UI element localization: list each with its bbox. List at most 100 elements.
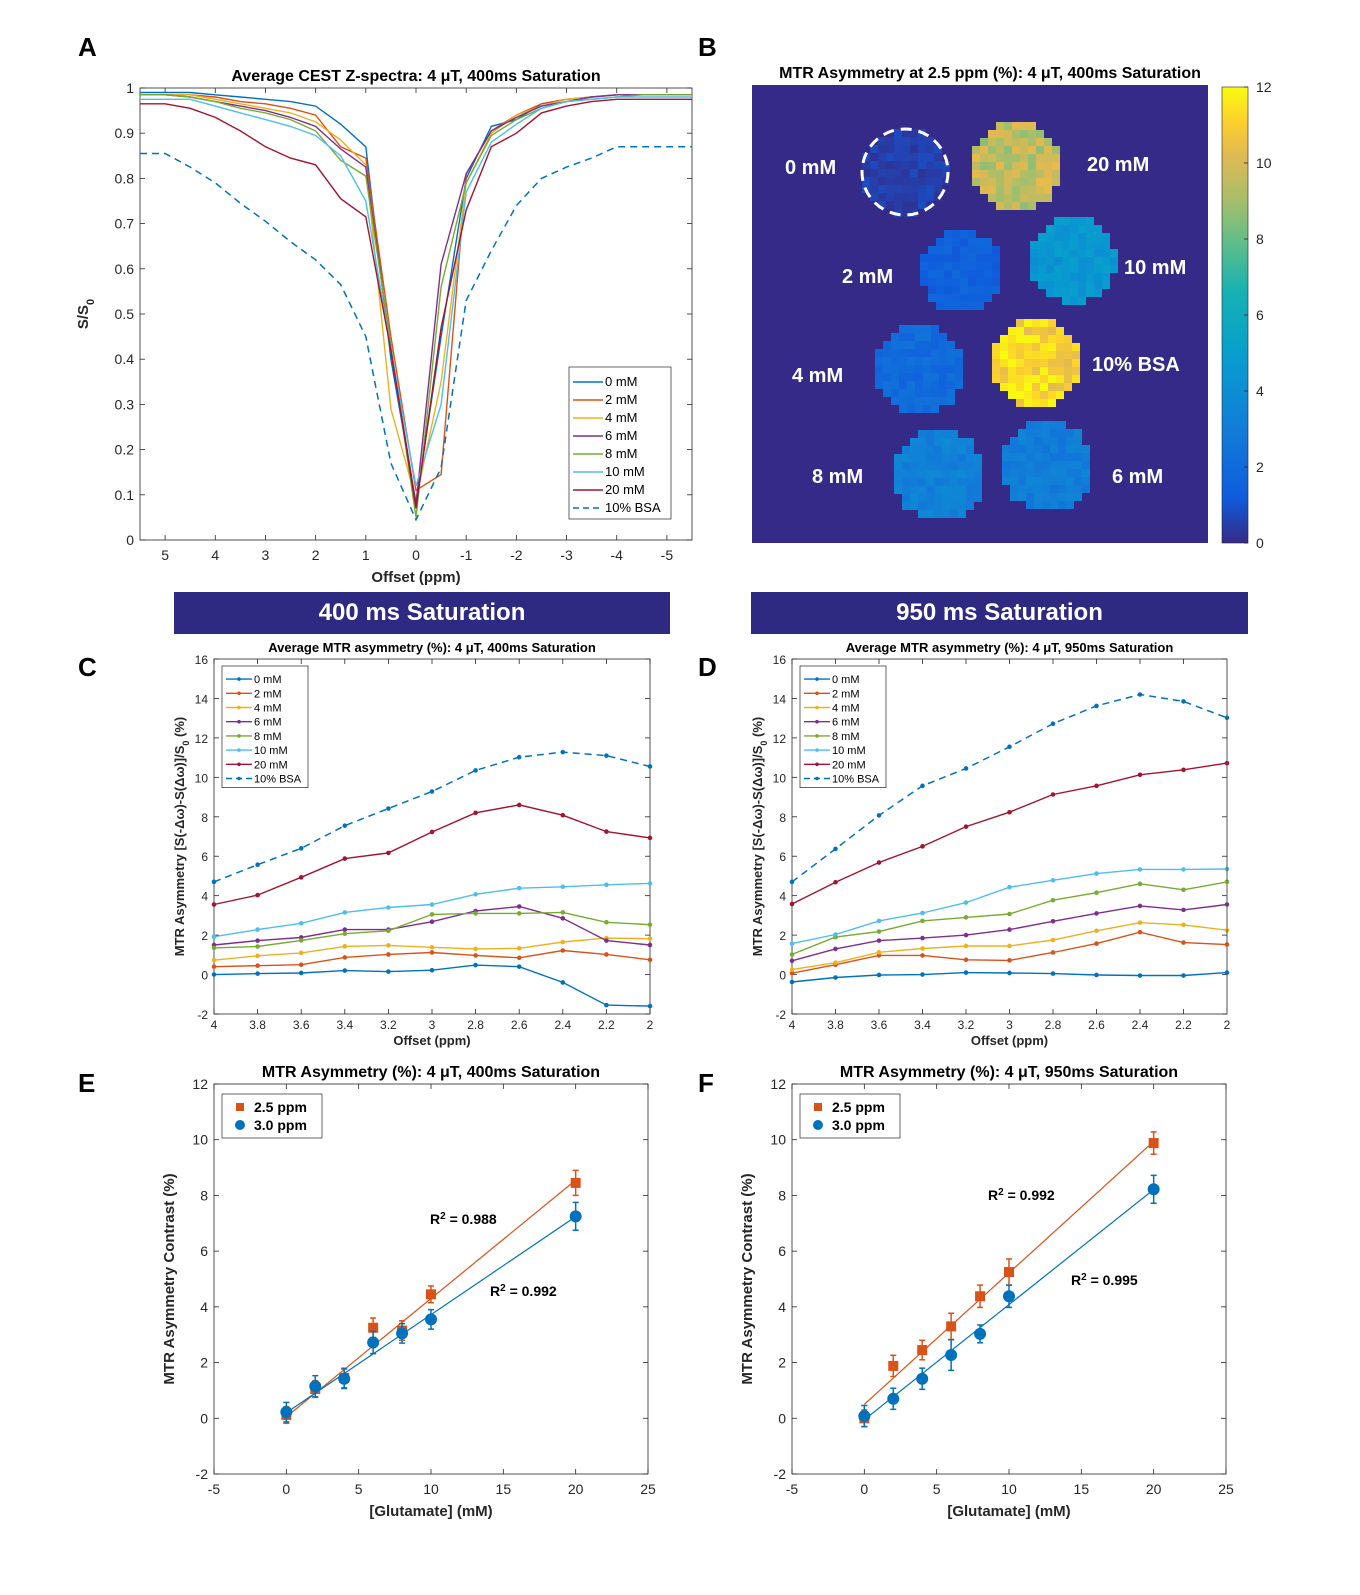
data-point-10pct-bsa [560,749,566,755]
panel-letter-e: E [78,1068,95,1098]
vial-pixel [1016,327,1024,335]
vial-pixel [1066,485,1074,493]
vial-pixel [902,153,910,161]
legend-item-3-0-ppm: 3.0 ppm [235,1117,307,1133]
vial-pixel [1058,445,1066,453]
data-point-10pct-bsa [1137,692,1143,697]
vial-pixel [1078,257,1086,265]
vial-pixel [928,262,936,270]
data-point-2-mm [1094,941,1099,946]
vial-pixel [1102,265,1110,273]
vial-pixel [1018,477,1026,485]
vial-pixel [1086,289,1094,297]
y-tick-label: 10 [770,1132,786,1148]
legend-label: 8 mM [832,731,860,743]
vial-pixel [976,246,984,254]
x-tick-label: 0 [412,547,420,563]
vial-pixel [1050,421,1058,429]
vial-pixel [1008,391,1016,399]
vial-pixel [899,357,907,365]
vial-pixel [931,365,939,373]
data-point-6-mm [789,958,795,964]
vial-pixel [1040,319,1048,327]
x-tick-label: 10 [423,1481,439,1497]
vial-pixel [870,161,878,169]
vial-pixel [902,129,910,137]
x-tick-label: 2.2 [598,1018,615,1032]
data-point-2-mm [647,957,653,963]
vial-pixel [902,193,910,201]
vial-pixel [894,454,902,462]
vial-pixel [1048,367,1056,375]
vial-pixel [910,185,918,193]
vial-pixel [902,177,910,185]
data-point-10pct-bsa [211,879,217,885]
vial-pixel [1004,186,1012,194]
vial-pixel [862,177,870,185]
vial-pixel [1020,146,1028,154]
x-tick-label: 20 [568,1481,584,1497]
vial-pixel [931,357,939,365]
vial-pixel [1020,162,1028,170]
legend-item-10-mm: 10 mM [804,745,866,757]
vial-pixel [902,145,910,153]
vial-pixel [926,185,934,193]
vial-pixel [931,405,939,413]
y-tick-label: 6 [778,1243,786,1259]
vial-pixel [1056,343,1064,351]
vial-pixel [1032,319,1040,327]
data-point-0-mm [255,971,260,976]
vial-pixel [1036,162,1044,170]
vial-pixel [902,462,910,470]
legend-box [221,1093,323,1139]
data-point-3-0-ppm [309,1380,322,1393]
vial-pixel [988,130,996,138]
vial-pixel [1110,257,1118,265]
vial-pixel [980,146,988,154]
data-point-10pct-bsa [1050,721,1056,726]
vial-pixel [1026,437,1034,445]
vial-pixel [939,397,947,405]
data-point-2-mm [1137,929,1143,935]
vial-pixel [976,270,984,278]
legend-marker-circle [235,1120,245,1130]
vial-pixel [1026,485,1034,493]
vial-pixel [1094,273,1102,281]
vial-pixel [936,246,944,254]
x-tick-label: -5 [786,1481,799,1497]
vial-pixel [886,153,894,161]
y-tick-label: 12 [773,732,787,746]
data-point-8-mm [1137,881,1143,887]
legend-marker-square [236,1103,244,1111]
vial-pixel [958,470,966,478]
panel-letter-d: D [698,652,717,682]
vial-pixel [862,161,870,169]
vial-pixel [1048,319,1056,327]
vial-6-mm [1002,421,1090,509]
vial-pixel [883,341,891,349]
vial-pixel [902,478,910,486]
legend-label: 10% BSA [832,774,880,786]
vial-pixel [968,278,976,286]
vial-pixel [972,178,980,186]
vial-pixel [1078,297,1086,305]
vial-pixel [1012,178,1020,186]
vial-pixel [1062,265,1070,273]
vial-pixel [926,137,934,145]
vial-pixel [984,254,992,262]
vial-pixel [1058,461,1066,469]
legend-marker [815,748,819,752]
vial-pixel [910,169,918,177]
data-point-4-mm [789,967,795,972]
vial-pixel [1024,335,1032,343]
legend-label: 20 mM [832,759,866,771]
r-squared-label-2-5-ppm: R2 = 0.988 [430,1211,497,1228]
vial-pixel [934,145,942,153]
data-point-10pct-bsa [298,846,304,851]
vial-pixel [939,349,947,357]
legend-item-6-mm: 6 mM [573,428,638,443]
data-point-20-mm [1007,809,1012,815]
legend-label: 20 mM [605,482,645,497]
vial-pixel [980,162,988,170]
legend-item-8-mm: 8 mM [573,446,638,461]
